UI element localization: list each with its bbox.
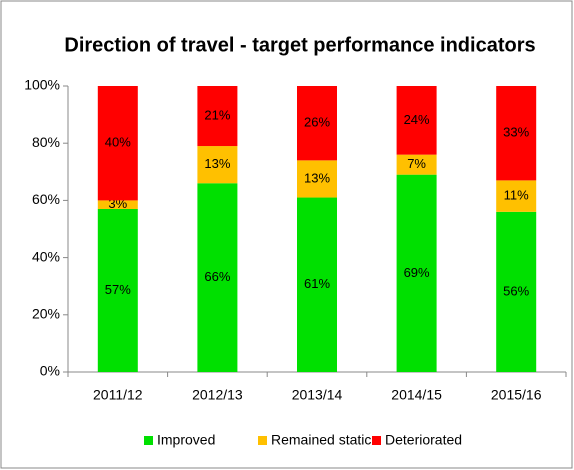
data-label: 57% [105,282,131,297]
data-label: 61% [304,276,330,291]
legend-label: Improved [157,432,215,448]
bar-segment [97,208,138,372]
chart-title: Direction of travel - target performance… [64,34,535,56]
legend-marker [258,436,267,445]
bar-segment [97,200,138,209]
x-tick-label: 2014/15 [391,387,442,403]
x-tick-label: 2011/12 [93,387,143,403]
legend-label: Deteriorated [385,432,462,448]
bar-segment [297,160,337,198]
data-label: 56% [503,283,529,298]
data-label: 40% [105,135,131,150]
y-tick-label: 80% [32,134,60,150]
bar-segment [396,154,437,175]
data-label: 13% [304,170,330,185]
y-tick-label: 100% [24,77,60,93]
bar-segment [396,174,437,372]
bar-segment [396,86,437,155]
data-label: 69% [404,265,430,280]
legend-marker [372,436,381,445]
y-tick-label: 0% [40,363,60,379]
y-tick-label: 40% [32,248,60,264]
data-label: 13% [204,156,230,171]
data-label: 21% [204,107,230,122]
bar-segment [297,197,337,372]
x-tick-label: 2013/14 [292,387,343,403]
data-label: 33% [503,125,529,140]
legend-marker [144,436,153,445]
bar-segment [496,86,537,181]
data-label: 26% [304,115,330,130]
data-label: 11% [504,188,529,203]
x-tick-label: 2015/16 [491,387,542,403]
legend-label: Remained static [271,432,371,448]
bar-segment [197,146,238,184]
bar-segment [97,86,138,201]
data-label: 66% [204,269,230,284]
bar-segment [496,211,537,372]
bar-segment [496,180,537,212]
y-tick-label: 60% [32,191,60,207]
data-label: 7% [407,156,426,171]
y-tick-label: 20% [32,306,60,322]
bar-segment [197,86,238,147]
x-tick-label: 2012/13 [192,387,243,403]
bar-segment [197,183,238,372]
bar-segment [297,86,337,161]
data-label: 24% [404,112,430,127]
